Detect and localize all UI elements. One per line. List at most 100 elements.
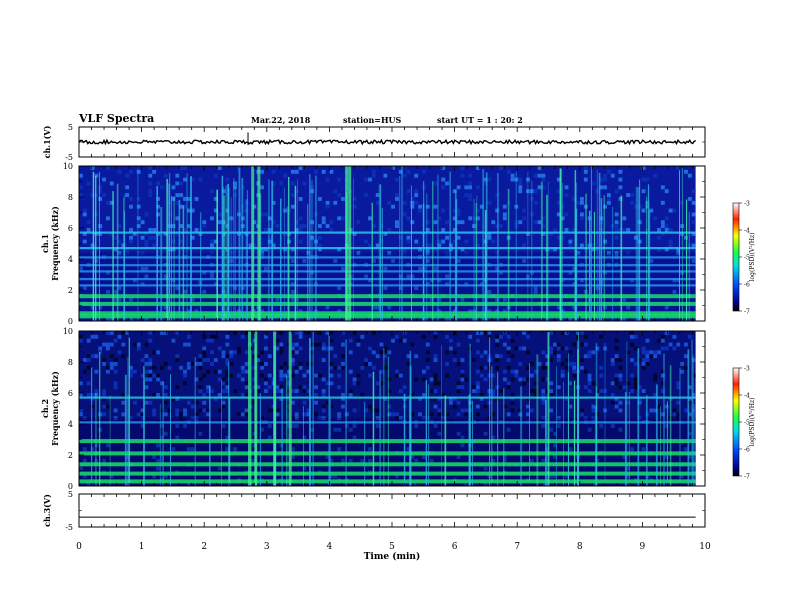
spectrogram-cell — [429, 458, 434, 463]
y-tick-label: 6 — [68, 224, 73, 233]
spectrogram-cell — [433, 358, 438, 363]
y-tick-label: 5 — [68, 123, 73, 132]
spectrogram-cell — [553, 350, 557, 355]
spectrogram-cell — [518, 185, 523, 190]
impulse-line — [281, 198, 282, 321]
spectrogram-cell — [163, 362, 168, 366]
spectrogram-cell — [541, 377, 546, 382]
spectrogram-cell — [233, 350, 237, 355]
spectrogram-cell — [641, 177, 646, 182]
spectrogram-cell — [321, 404, 326, 409]
spectrogram-cell — [425, 342, 430, 347]
spectrogram-cell — [302, 224, 307, 229]
spectrogram-cell — [564, 228, 569, 232]
spectrogram-cell — [198, 385, 203, 390]
spectrogram-cell — [321, 169, 326, 174]
spectrogram-cell — [341, 354, 345, 359]
spectrogram-cell — [240, 412, 245, 417]
spectrogram-cell — [302, 385, 307, 390]
spectrogram-cell — [86, 354, 91, 359]
spectrogram-cell — [159, 365, 164, 370]
spectrogram-cell — [186, 365, 191, 370]
spectrogram-cell — [499, 334, 503, 339]
spectrogram-cell — [560, 346, 565, 351]
spectrogram-cell — [541, 231, 546, 236]
spectrogram-cell — [556, 346, 561, 351]
spectrogram-cell — [279, 331, 284, 335]
spectrogram-cell — [183, 381, 187, 386]
spectrogram-cell — [618, 408, 623, 413]
spectrogram-cell — [433, 181, 438, 186]
spectrogram-cell — [541, 173, 546, 178]
spectrogram-cell — [387, 389, 392, 394]
spectrogram-cell — [175, 408, 180, 413]
spectrogram-cell — [445, 235, 449, 240]
spectrogram-cell — [537, 173, 542, 178]
spectrogram-cell — [687, 334, 692, 339]
spectrogram-cell — [491, 239, 496, 244]
spectrogram-cell — [475, 243, 480, 248]
spectrogram-cell — [456, 235, 461, 240]
spectrogram-cell — [183, 204, 187, 209]
impulse-line — [545, 399, 547, 486]
spectrogram-cell — [541, 216, 546, 221]
spectrogram-cell — [171, 239, 176, 244]
spectrogram-cell — [260, 427, 264, 432]
spectrogram-cell — [79, 266, 83, 271]
spectrogram-cell — [437, 278, 442, 283]
spectrogram-cell — [113, 385, 118, 390]
impulse-line — [378, 184, 380, 321]
spectrogram-cell — [406, 362, 411, 366]
spectrogram-cell — [603, 173, 607, 178]
spectrogram-cell — [333, 354, 338, 359]
impulse-line — [637, 348, 640, 486]
spectrogram-cell — [425, 204, 430, 209]
spectrogram-cell — [356, 381, 361, 386]
spectrogram-cell — [664, 228, 669, 232]
impulse-line — [476, 195, 478, 321]
spectrogram-cell — [472, 389, 476, 394]
spectrogram-cell — [630, 278, 634, 283]
spectrogram-cell — [94, 389, 99, 394]
spectrogram-cell — [568, 362, 573, 366]
spectrogram-cell — [321, 408, 326, 413]
channel-label: ch.2 — [40, 399, 50, 418]
spectrogram-cell — [460, 385, 465, 390]
spectrogram-cell — [676, 166, 681, 170]
spectrogram-cell — [109, 181, 114, 186]
spectrogram-cell — [591, 408, 596, 413]
impulse-line — [307, 204, 309, 321]
spectrogram-cell — [398, 235, 403, 240]
spectrogram-cell — [568, 243, 573, 248]
x-tick-label: 3 — [264, 542, 270, 552]
spectrogram-cell — [152, 393, 157, 397]
spectrogram-cell — [136, 216, 141, 221]
spectrogram-cell — [595, 346, 600, 351]
spectrogram-cell — [687, 173, 692, 178]
spectrogram-cell — [433, 377, 438, 382]
spectrogram-cell — [194, 197, 199, 201]
spectrogram-cell — [325, 400, 330, 405]
spectrogram-cell — [90, 166, 95, 170]
spectrogram-cell — [664, 224, 669, 229]
spectrogram-cell — [483, 350, 488, 355]
spectrogram-cell — [626, 474, 631, 479]
impulse-line — [620, 195, 623, 321]
spectrogram-cell — [395, 369, 399, 374]
spectrogram-cell — [414, 286, 419, 291]
impulse-line — [221, 175, 224, 321]
spectrogram-cell — [564, 346, 569, 351]
spectrogram-cell — [425, 416, 430, 421]
spectrogram-cell — [445, 282, 449, 287]
spectrogram-cell — [664, 216, 669, 221]
spectrogram-cell — [260, 251, 264, 256]
spectrogram-cell — [156, 377, 160, 382]
spectrogram-cell — [499, 270, 503, 275]
spectrogram-cell — [637, 385, 642, 390]
spectrogram-cell — [414, 200, 419, 205]
impulse-line — [484, 210, 487, 321]
spectrogram-cell — [105, 317, 110, 322]
spectrogram-cell — [113, 408, 118, 413]
spectrogram-cell — [290, 373, 295, 378]
